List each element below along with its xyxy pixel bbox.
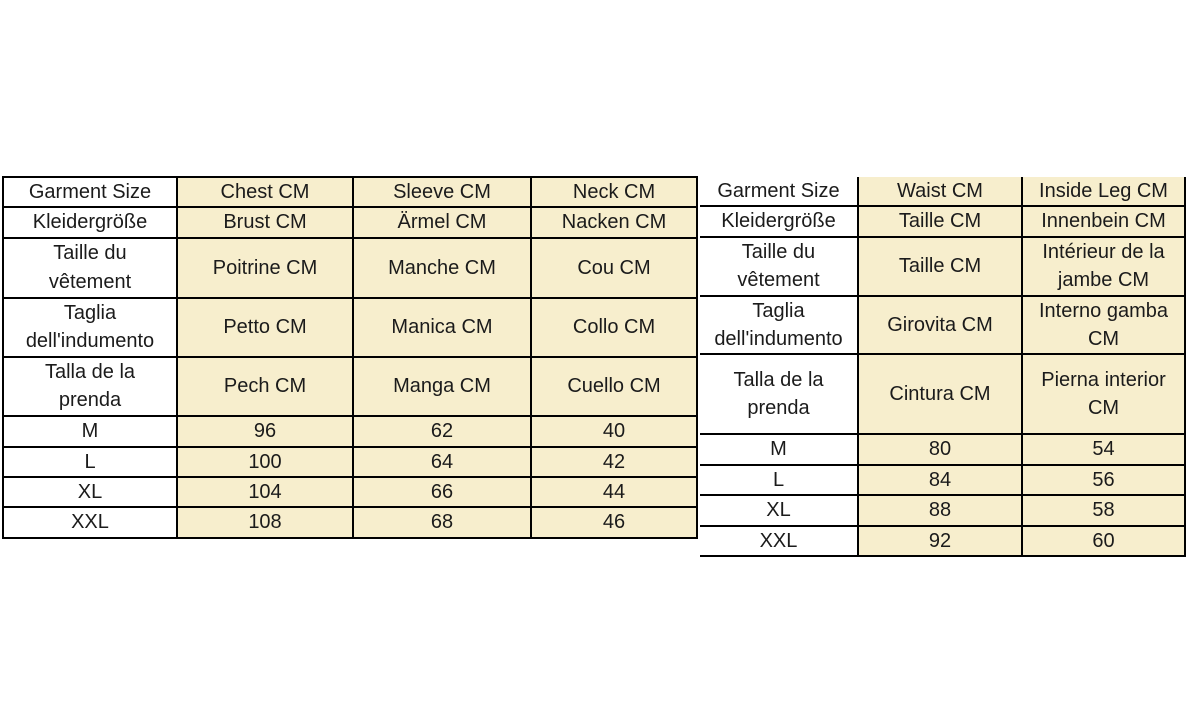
size-value-cell: 68 [352, 506, 532, 539]
size-value-cell: 44 [530, 475, 698, 509]
measurement-header-cell: Cou CM [530, 236, 698, 299]
garment-size-label-cell: Talla de la prenda [700, 353, 859, 436]
measurement-header-cell: Innenbein CM [1021, 205, 1186, 238]
size-value-cell: 62 [352, 414, 532, 448]
size-label-cell: XXL [700, 524, 859, 557]
garment-size-label-cell: Taille du vêtement [2, 236, 178, 299]
size-value-cell: 104 [176, 475, 354, 509]
size-row-xl: XL 88 58 [700, 494, 1186, 527]
measurement-header-cell: Waist CM [857, 177, 1023, 208]
lower-garment-size-table: Garment Size Waist CM Inside Leg CM Klei… [700, 177, 1186, 557]
measurement-header-cell: Brust CM [176, 206, 354, 239]
header-row-german: Kleidergröße Brust CM Ärmel CM Nacken CM [2, 206, 698, 239]
size-label-cell: L [2, 445, 178, 478]
size-row-xxl: XXL 108 68 46 [2, 506, 698, 539]
measurement-header-cell: Manche CM [352, 236, 532, 299]
garment-size-label-cell: Garment Size [2, 175, 178, 209]
measurement-header-cell: Pech CM [176, 355, 354, 417]
size-label-cell: M [2, 414, 178, 448]
measurement-header-cell: Neck CM [530, 175, 698, 209]
garment-size-label-cell: Talla de la prenda [2, 355, 178, 417]
measurement-header-cell: Sleeve CM [352, 175, 532, 209]
size-row-xxl: XXL 92 60 [700, 524, 1186, 557]
size-value-cell: 40 [530, 414, 698, 448]
size-value-cell: 46 [530, 506, 698, 539]
garment-size-label-cell: Garment Size [700, 177, 859, 208]
measurement-header-cell: Cintura CM [857, 353, 1023, 436]
measurement-header-cell: Poitrine CM [176, 236, 354, 299]
measurement-header-cell: Taille CM [857, 205, 1023, 238]
size-label-cell: XL [2, 475, 178, 509]
garment-size-label-cell: Kleidergröße [2, 206, 178, 239]
measurement-header-cell: Intérieur de la jambe CM [1021, 235, 1186, 297]
size-label-cell: XXL [2, 506, 178, 539]
size-value-cell: 64 [352, 445, 532, 478]
size-label-cell: M [700, 433, 859, 466]
garment-size-label-cell: Kleidergröße [700, 205, 859, 238]
header-row-spanish: Talla de la prenda Cintura CM Pierna int… [700, 353, 1186, 436]
garment-size-label-cell: Taglia dell'indumento [700, 294, 859, 356]
size-row-xl: XL 104 66 44 [2, 475, 698, 509]
size-row-l: L 84 56 [700, 463, 1186, 497]
header-row-english: Garment Size Chest CM Sleeve CM Neck CM [2, 175, 698, 209]
size-value-cell: 92 [857, 524, 1023, 557]
size-value-cell: 42 [530, 445, 698, 478]
header-row-italian: Taglia dell'indumento Petto CM Manica CM… [2, 296, 698, 358]
measurement-header-cell: Petto CM [176, 296, 354, 358]
size-label-cell: XL [700, 494, 859, 527]
header-row-french: Taille du vêtement Poitrine CM Manche CM… [2, 236, 698, 299]
measurement-header-cell: Manga CM [352, 355, 532, 417]
measurement-header-cell: Inside Leg CM [1021, 177, 1186, 208]
header-row-french: Taille du vêtement Taille CM Intérieur d… [700, 235, 1186, 297]
size-value-cell: 84 [857, 463, 1023, 497]
size-value-cell: 66 [352, 475, 532, 509]
size-value-cell: 108 [176, 506, 354, 539]
size-value-cell: 96 [176, 414, 354, 448]
measurement-header-cell: Girovita CM [857, 294, 1023, 356]
size-value-cell: 80 [857, 433, 1023, 466]
measurement-header-cell: Pierna interior CM [1021, 353, 1186, 436]
header-row-italian: Taglia dell'indumento Girovita CM Intern… [700, 294, 1186, 356]
header-row-german: Kleidergröße Taille CM Innenbein CM [700, 205, 1186, 238]
measurement-header-cell: Cuello CM [530, 355, 698, 417]
size-label-cell: L [700, 463, 859, 497]
measurement-header-cell: Taille CM [857, 235, 1023, 297]
garment-size-label-cell: Taille du vêtement [700, 235, 859, 297]
measurement-header-cell: Nacken CM [530, 206, 698, 239]
size-row-m: M 96 62 40 [2, 414, 698, 448]
size-value-cell: 88 [857, 494, 1023, 527]
size-row-l: L 100 64 42 [2, 445, 698, 478]
size-value-cell: 54 [1021, 433, 1186, 466]
measurement-header-cell: Interno gamba CM [1021, 294, 1186, 356]
size-value-cell: 60 [1021, 524, 1186, 557]
measurement-header-cell: Chest CM [176, 175, 354, 209]
measurement-header-cell: Ärmel CM [352, 206, 532, 239]
size-value-cell: 58 [1021, 494, 1186, 527]
size-row-m: M 80 54 [700, 433, 1186, 466]
header-row-spanish: Talla de la prenda Pech CM Manga CM Cuel… [2, 355, 698, 417]
header-row-english: Garment Size Waist CM Inside Leg CM [700, 177, 1186, 208]
size-value-cell: 100 [176, 445, 354, 478]
size-value-cell: 56 [1021, 463, 1186, 497]
garment-size-label-cell: Taglia dell'indumento [2, 296, 178, 358]
upper-garment-size-table: Garment Size Chest CM Sleeve CM Neck CM … [2, 175, 698, 539]
measurement-header-cell: Manica CM [352, 296, 532, 358]
measurement-header-cell: Collo CM [530, 296, 698, 358]
